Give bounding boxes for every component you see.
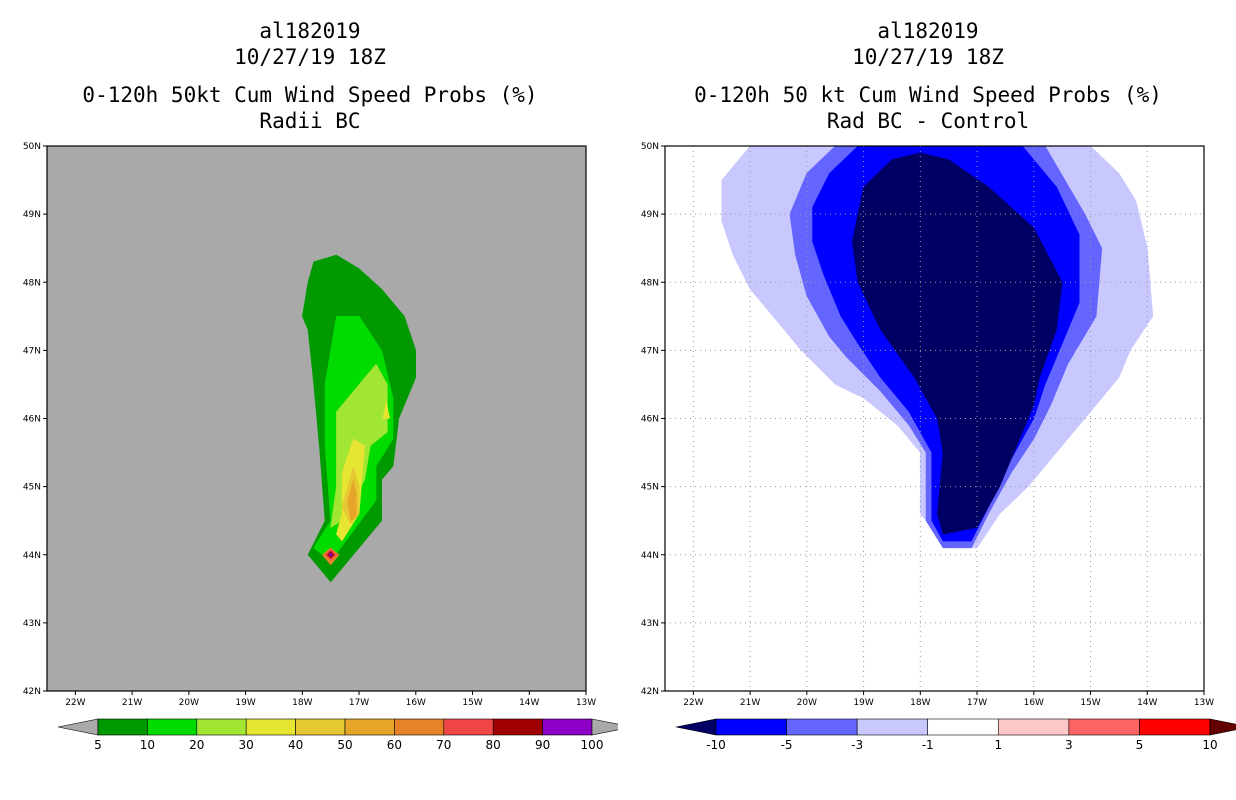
right-x-tick-label: 18W	[910, 698, 930, 708]
right-y-tick-label: 42N	[641, 687, 659, 697]
left-colorbar-cell	[196, 718, 247, 736]
left-title-line-2: 10/27/19 18Z	[234, 45, 386, 69]
left-colorbar-cell	[542, 718, 593, 736]
left-y-tick-label: 45N	[23, 483, 41, 493]
left-colorbar-label: 60	[387, 738, 402, 752]
left-colorbar-label: 90	[535, 738, 550, 752]
left-title-line-3: 0-120h 50kt Cum Wind Speed Probs (%)	[82, 83, 538, 107]
left-x-tick-label: 15W	[462, 698, 482, 708]
right-colorbar-low-arrow	[675, 718, 717, 736]
left-colorbar-low-arrow	[57, 718, 99, 736]
left-x-tick-label: 16W	[406, 698, 426, 708]
right-colorbar-cell	[1068, 718, 1140, 736]
left-x-tick-label: 17W	[349, 698, 369, 708]
right-title-line-1: al182019	[877, 19, 979, 43]
right-x-tick-label: 20W	[797, 698, 817, 708]
right-colorbar-label: 5	[1136, 738, 1144, 752]
left-colorbar-label: 50	[337, 738, 352, 752]
right-colorbar-cell	[786, 718, 858, 736]
right-title-line-3: 0-120h 50 kt Cum Wind Speed Probs (%)	[694, 83, 1162, 107]
left-x-tick-label: 13W	[576, 698, 596, 708]
left-x-tick-label: 18W	[292, 698, 312, 708]
left-title-line-1: al182019	[259, 19, 361, 43]
left-chart: 22W 21W 20W 19W 18W 17W 16W 15W 14W 13W 42N 43N 44N 4…	[23, 142, 618, 752]
left-colorbar-label: 20	[189, 738, 204, 752]
left-x-tick-label: 21W	[122, 698, 142, 708]
right-colorbar-label: -5	[781, 738, 793, 752]
left-colorbar-high-arrow	[591, 718, 618, 736]
right-title-line-4: Rad BC - Control	[826, 109, 1030, 133]
right-colorbar-cell	[856, 718, 929, 736]
left-colorbar-cell	[245, 718, 296, 736]
left-y-tick-label: 49N	[23, 210, 41, 220]
left-colorbar-cell	[443, 718, 494, 736]
left-colorbar-label: 40	[288, 738, 303, 752]
right-x-tick-label: 13W	[1194, 698, 1214, 708]
left-y-tick-label: 42N	[23, 687, 41, 697]
right-x-tick-label: 15W	[1080, 698, 1100, 708]
right-colorbar-cell	[997, 718, 1070, 736]
right-colorbar-label: -10	[706, 738, 726, 752]
right-x-tick-label: 17W	[967, 698, 987, 708]
left-y-tick-label: 50N	[23, 142, 41, 152]
left-colorbar-cell	[147, 718, 198, 736]
right-colorbar-high-arrow	[1209, 718, 1236, 736]
left-colorbar-label: 70	[436, 738, 451, 752]
right-colorbar-cell	[927, 718, 999, 736]
right-chart: 22W 21W 20W 19W 18W 17W 16W 15W 14W 13W 42N 43N 44N 4…	[641, 142, 1236, 752]
right-x-tick-label: 14W	[1137, 698, 1157, 708]
right-colorbar-label: 3	[1065, 738, 1073, 752]
right-y-tick-label: 44N	[641, 551, 659, 561]
left-y-tick-label: 47N	[23, 346, 41, 356]
left-contour-50-6	[347, 479, 357, 522]
right-x-tick-label: 22W	[683, 698, 703, 708]
right-colorbar-label: 10	[1202, 738, 1217, 752]
right-x-tick-label: 16W	[1024, 698, 1044, 708]
left-contour-90-10	[328, 552, 333, 558]
left-colorbar-label: 10	[140, 738, 155, 752]
left-y-tick-label: 48N	[23, 278, 41, 288]
right-y-tick-label: 47N	[641, 346, 659, 356]
right-title-line-2: 10/27/19 18Z	[852, 45, 1004, 69]
right-colorbar-label: 1	[994, 738, 1002, 752]
right-y-tick-label: 49N	[641, 210, 659, 220]
right-colorbar-cell	[715, 718, 787, 736]
left-colorbar-label: 100	[581, 738, 604, 752]
left-colorbar-cell	[492, 718, 543, 736]
left-y-tick-label: 46N	[23, 415, 41, 425]
left-colorbar-label: 80	[486, 738, 501, 752]
right-contour--10-3	[851, 152, 1063, 535]
left-contour-30-4	[382, 401, 391, 419]
right-chart-title: al182019 10/27/19 18Z 0-120h 50 kt Cum W…	[628, 18, 1228, 134]
left-y-tick-label: 44N	[23, 551, 41, 561]
right-y-tick-label: 43N	[641, 619, 659, 629]
left-colorbar-cell	[344, 718, 395, 736]
right-y-tick-label: 46N	[641, 415, 659, 425]
right-x-tick-label: 21W	[740, 698, 760, 708]
right-y-tick-label: 48N	[641, 278, 659, 288]
left-colorbar-cell	[295, 718, 346, 736]
left-y-tick-label: 43N	[23, 619, 41, 629]
left-colorbar-cell	[394, 718, 445, 736]
left-colorbar-label: 5	[94, 738, 102, 752]
right-colorbar-label: -1	[922, 738, 934, 752]
left-x-tick-label: 14W	[519, 698, 539, 708]
right-y-tick-label: 50N	[641, 142, 659, 152]
left-colorbar-cell	[97, 718, 148, 736]
right-y-tick-label: 45N	[641, 483, 659, 493]
left-title-line-4: Radii BC	[259, 109, 361, 133]
left-x-tick-label: 20W	[179, 698, 199, 708]
left-chart-title: al182019 10/27/19 18Z 0-120h 50kt Cum Wi…	[10, 18, 610, 134]
right-colorbar-cell	[1139, 718, 1211, 736]
left-x-tick-label: 19W	[235, 698, 255, 708]
left-colorbar-label: 30	[239, 738, 254, 752]
left-x-tick-label: 22W	[65, 698, 85, 708]
right-colorbar-label: -3	[851, 738, 863, 752]
right-x-tick-label: 19W	[853, 698, 873, 708]
left-plot-background	[47, 146, 586, 691]
